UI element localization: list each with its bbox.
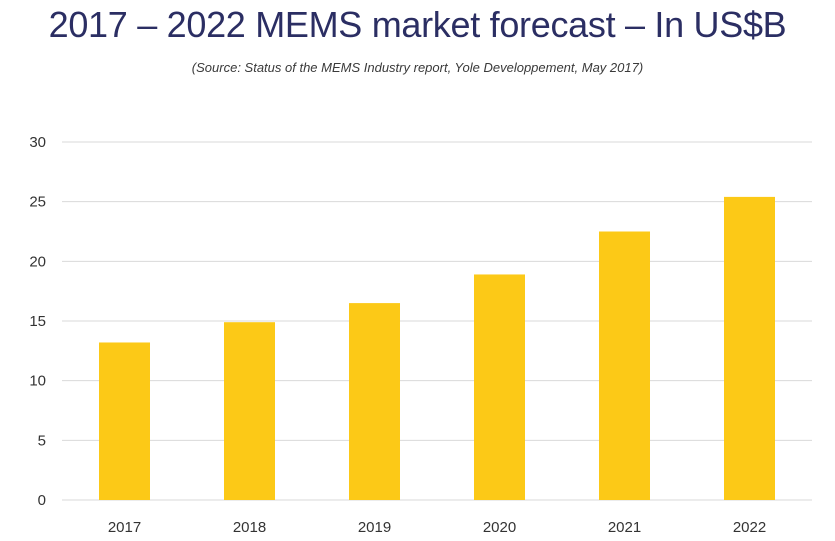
y-tick-label: 30: [29, 134, 46, 151]
y-tick-label: 10: [29, 373, 46, 390]
bar-2022: [724, 196, 775, 501]
x-tick-label: 2019: [358, 519, 391, 536]
chart-title: 2017 – 2022 MEMS market forecast – In US…: [48, 4, 787, 45]
bar-2020: [474, 274, 525, 500]
x-tick-label: 2018: [233, 519, 266, 536]
y-tick-label: 0: [38, 492, 46, 509]
grid-lines: [62, 141, 812, 501]
x-tick-label: 2017: [108, 519, 141, 536]
x-tick-label: 2022: [733, 519, 766, 536]
bars: [99, 196, 775, 501]
y-axis-ticks: 0 5 10 15 20 25 30: [29, 134, 46, 509]
bar-2018: [224, 322, 275, 500]
bar-2017: [99, 342, 150, 500]
bar-2021: [599, 231, 650, 500]
y-tick-label: 20: [29, 253, 46, 270]
y-tick-label: 15: [29, 313, 46, 330]
x-tick-label: 2020: [483, 519, 516, 536]
y-tick-label: 5: [38, 432, 46, 449]
bar-2019: [349, 303, 400, 500]
chart-subtitle: (Source: Status of the MEMS Industry rep…: [191, 60, 644, 75]
x-axis-ticks: 2017 2018 2019 2020 2021 2022: [108, 519, 766, 536]
y-tick-label: 25: [29, 194, 46, 211]
x-tick-label: 2021: [608, 519, 641, 536]
